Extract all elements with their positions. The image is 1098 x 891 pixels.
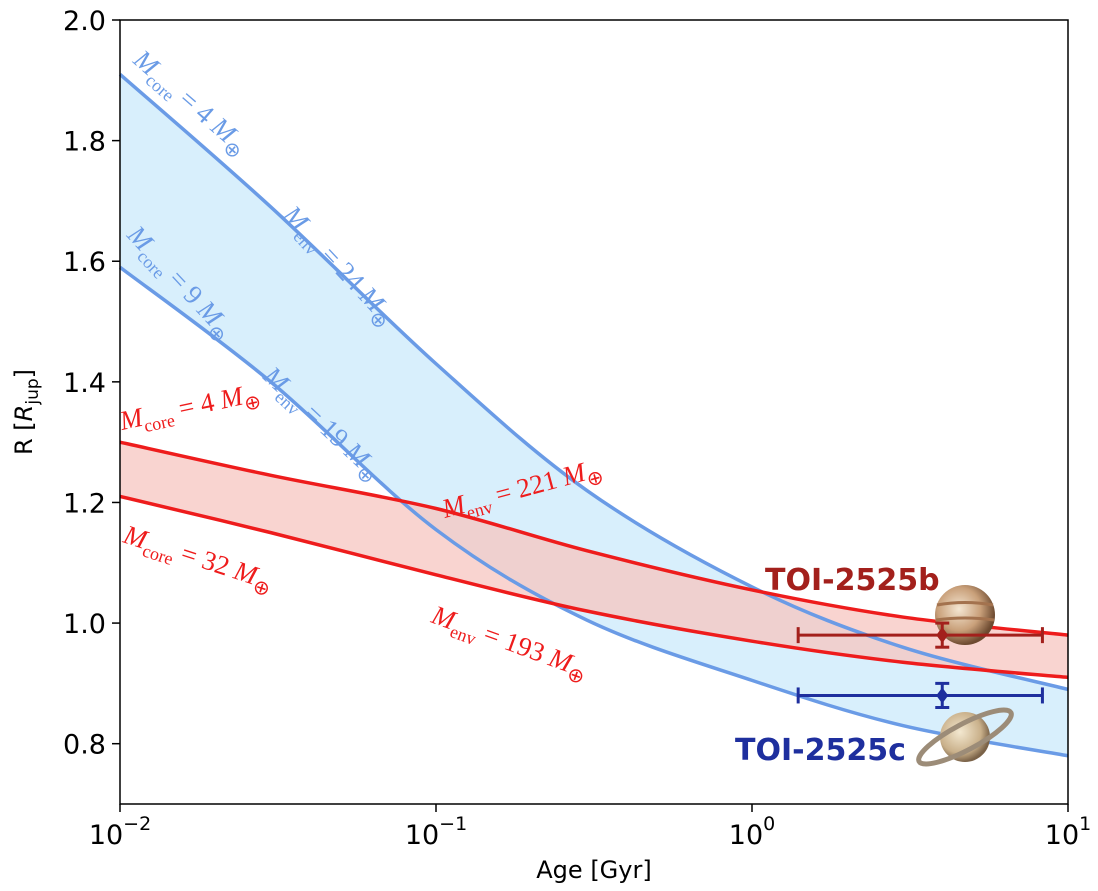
model-curve — [119, 494, 1069, 680]
error-point — [796, 621, 1044, 649]
saturn-icon — [916, 707, 1014, 767]
y-tick-label: 1.8 — [63, 127, 106, 158]
y-label-part: ] — [10, 369, 38, 378]
y-tick-label: 1.2 — [63, 488, 106, 519]
label-subscript: core — [142, 410, 176, 436]
plot-frame — [119, 19, 1069, 805]
tick-exponent: −2 — [123, 813, 151, 835]
y-tick-label: 1.0 — [63, 609, 106, 640]
tick-base: 10 — [729, 820, 763, 851]
error-point — [796, 681, 1044, 710]
label-text: = 193 — [474, 616, 556, 670]
model-curve — [118, 72, 1069, 692]
label-subscript: ⊕ — [242, 391, 263, 416]
label-subscript: ⊕ — [250, 575, 273, 601]
x-tick-label: 100 — [729, 813, 775, 851]
tick-base: 10 — [89, 820, 123, 851]
tick-exponent: −1 — [439, 813, 467, 835]
jupiter-icon — [935, 585, 995, 645]
y-tick-label: 0.8 — [63, 730, 106, 761]
curve-label: Menv = 193 M⊕ — [425, 599, 592, 689]
planet-name: TOI-2525b — [765, 563, 940, 598]
y-label-part: R [ — [10, 421, 38, 455]
model-curve — [118, 265, 1069, 758]
y-tick-label: 1.6 — [63, 247, 106, 278]
x-tick-label: 10−1 — [405, 813, 467, 851]
tick-exponent: 1 — [1079, 813, 1091, 835]
label-subscript: ⊕ — [564, 663, 587, 689]
label-subscript: core — [140, 540, 176, 569]
label-subscript: env — [447, 621, 478, 649]
point — [936, 627, 949, 644]
y-label-part: jup — [23, 378, 43, 405]
tick-base: 10 — [1045, 820, 1079, 851]
x-axis-label: Age [Gyr] — [536, 856, 651, 884]
planet-name: TOI-2525c — [735, 733, 906, 768]
y-axis-label: R [Rjup] — [10, 369, 43, 455]
curve-label: Mcore = 4 M⊕ — [116, 377, 263, 442]
x-tick-label: 10−2 — [89, 813, 151, 851]
curve-label: Mcore = 32 M⊕ — [117, 519, 277, 602]
tick-exponent: 0 — [763, 813, 775, 835]
label-text: = 32 — [171, 536, 240, 584]
x-tick-label: 101 — [1045, 813, 1091, 851]
y-label-part: R — [10, 405, 38, 422]
plot-area — [118, 72, 1069, 758]
y-tick-label: 2.0 — [63, 6, 106, 37]
band — [120, 442, 1068, 678]
tick-base: 10 — [405, 820, 439, 851]
label-text: = 4 — [169, 385, 223, 425]
point — [936, 687, 949, 704]
label-subscript: ⊕ — [584, 466, 606, 492]
y-tick-label: 1.4 — [63, 368, 106, 399]
model-curve — [119, 440, 1069, 637]
